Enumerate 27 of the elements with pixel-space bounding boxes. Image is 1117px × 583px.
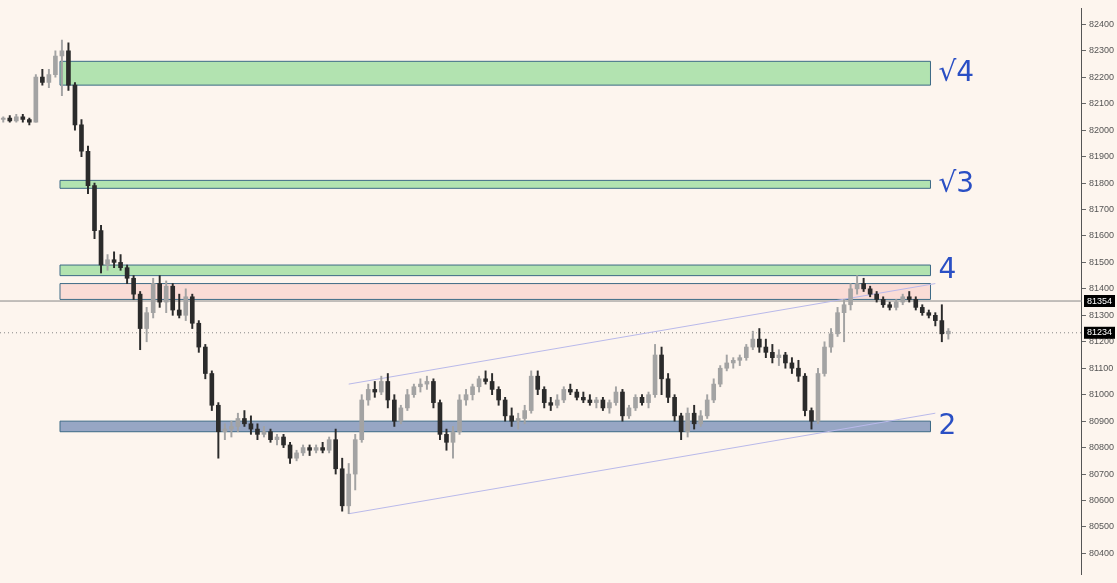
ref-line-label: 81234 [1086, 327, 1112, 338]
band-label: 4 [938, 251, 957, 285]
y-tick-label: 81100 [1088, 362, 1114, 373]
y-tick-label: 81700 [1088, 203, 1114, 214]
y-tick-label: 80600 [1088, 495, 1114, 505]
y-tick-label: 80900 [1088, 415, 1114, 426]
y-tick-label: 80700 [1088, 468, 1114, 479]
y-tick-label: 81500 [1088, 256, 1114, 267]
y-tick-label: 82000 [1088, 124, 1114, 135]
y-tick-label: 82400 [1088, 18, 1114, 29]
y-tick-label: 82200 [1088, 71, 1114, 82]
ref-line-label: 81354 [1086, 295, 1112, 306]
y-tick-label: 80400 [1088, 547, 1114, 558]
y-tick-label: 81600 [1088, 230, 1114, 241]
y-tick-label: 81800 [1088, 177, 1114, 188]
y-tick-label: 82300 [1088, 45, 1114, 56]
y-tick-label: 80800 [1088, 442, 1114, 453]
y-tick-label: 82100 [1088, 98, 1114, 109]
band-label: √4 [938, 54, 975, 88]
band-label: √3 [938, 165, 975, 199]
y-tick-label: 81200 [1088, 336, 1114, 347]
y-tick-label: 81400 [1088, 283, 1114, 294]
y-tick-label: 80500 [1088, 521, 1114, 532]
y-tick-label: 81000 [1088, 389, 1114, 400]
y-tick-label: 81300 [1088, 309, 1114, 320]
y-tick-label: 81900 [1088, 151, 1114, 162]
band-label: 2 [938, 407, 957, 441]
